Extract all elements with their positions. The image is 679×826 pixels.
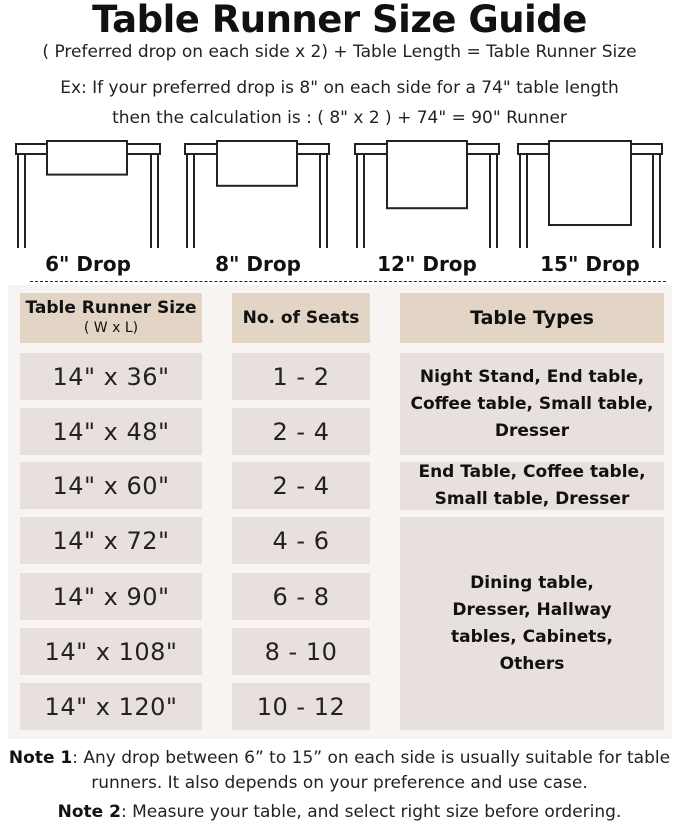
- example-line-2: then the calculation is : ( 8" x 2 ) + 7…: [112, 108, 567, 128]
- size-cell: 14" x 108": [20, 628, 202, 675]
- header-size-sub: ( W x L): [83, 320, 139, 336]
- table-types-cell: Dining table, Dresser, Hallway tables, C…: [400, 517, 664, 730]
- note-1-label: Note 1: [8, 748, 73, 768]
- size-cell: 14" x 72": [20, 517, 202, 564]
- note-1: Note 1: Any drop between 6” to 15” on ea…: [0, 746, 679, 796]
- dashed-divider: [30, 281, 666, 282]
- size-cell: 14" x 36": [20, 353, 202, 400]
- header-types: Table Types: [400, 293, 664, 343]
- table-types-cell: End Table, Coffee table, Small table, Dr…: [400, 462, 664, 510]
- table-runner: [548, 140, 632, 226]
- size-cell: 14" x 60": [20, 462, 202, 509]
- drop-label: 12" Drop: [377, 252, 477, 276]
- seats-cell: 2 - 4: [232, 408, 370, 455]
- seats-cell: 10 - 12: [232, 683, 370, 730]
- drop-label: 15" Drop: [540, 252, 640, 276]
- table-types-cell: Night Stand, End table, Coffee table, Sm…: [400, 353, 664, 455]
- seats-cell: 6 - 8: [232, 573, 370, 620]
- drop-illustrations: [15, 140, 663, 248]
- note-2-text: : Measure your table, and select right s…: [120, 802, 622, 822]
- size-cell: 14" x 90": [20, 573, 202, 620]
- example-line-1: Ex: If your preferred drop is 8" on each…: [60, 78, 619, 98]
- page-title: Table Runner Size Guide: [92, 0, 587, 41]
- table-runner: [386, 140, 468, 210]
- drop-label: 6" Drop: [45, 252, 131, 276]
- drop-label: 8" Drop: [215, 252, 301, 276]
- table-runner: [216, 140, 298, 187]
- note-2-label: Note 2: [57, 802, 121, 822]
- seats-cell: 8 - 10: [232, 628, 370, 675]
- size-cell: 14" x 120": [20, 683, 202, 730]
- seats-cell: 1 - 2: [232, 353, 370, 400]
- note-1-text: : Any drop between 6” to 15” on each sid…: [72, 748, 671, 793]
- header-size-label: Table Runner Size: [25, 298, 197, 318]
- table-runner: [46, 140, 128, 176]
- header-seats: No. of Seats: [232, 293, 370, 343]
- note-2: Note 2: Measure your table, and select r…: [0, 800, 679, 825]
- header-size: Table Runner Size ( W x L): [20, 293, 202, 343]
- size-cell: 14" x 48": [20, 408, 202, 455]
- seats-cell: 2 - 4: [232, 462, 370, 509]
- seats-cell: 4 - 6: [232, 517, 370, 564]
- formula-text: ( Preferred drop on each side x 2) + Tab…: [42, 42, 637, 62]
